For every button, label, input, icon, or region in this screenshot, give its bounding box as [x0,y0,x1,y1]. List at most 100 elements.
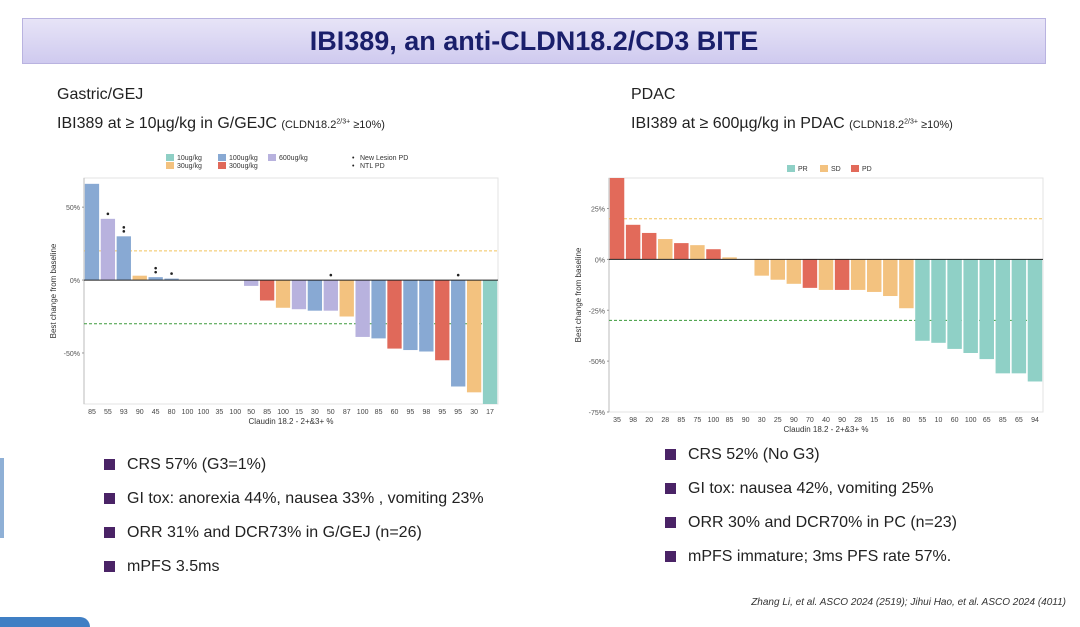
x-tick-label: 90 [136,409,144,416]
x-tick-label: 45 [152,409,160,416]
data-bar [754,259,769,276]
slide-title: IBI389, an anti-CLDN18.2/CD3 BITE [309,25,759,56]
data-bar [674,243,689,260]
right-bullet-list: CRS 52% (No G3) GI tox: nausea 42%, vomi… [665,445,957,581]
x-tick-label: 80 [168,409,176,416]
x-tick-label: 98 [629,417,637,424]
y-axis-label: Best change from baseline [574,247,583,342]
x-tick-label: 80 [902,417,910,424]
data-bar [291,280,307,310]
legend-swatch [166,154,174,161]
x-tick-label: 35 [613,417,621,424]
data-bar [883,259,898,297]
x-tick-label: 95 [407,409,415,416]
x-tick-label: 28 [854,417,862,424]
x-tick-label: 10 [935,417,943,424]
lesion-marker [106,212,110,216]
legend-label: 30ug/kg [177,163,202,170]
data-bar [641,232,657,260]
bullet-square-icon [665,483,676,494]
legend-swatch [166,162,174,169]
lesion-marker [329,273,333,277]
x-tick-label: 70 [806,417,814,424]
y-tick-label: 50% [66,205,80,212]
data-bar [482,280,498,404]
x-tick-label: 25 [774,417,782,424]
y-tick-label: 0% [70,278,80,285]
right-bullet-item: GI tox: nausea 42%, vomiting 25% [665,479,957,513]
x-tick-label: 94 [1031,417,1039,424]
right-panel-heading: PDAC [631,86,676,103]
data-bar [979,259,994,360]
data-bar [866,259,882,292]
x-tick-label: 65 [1015,417,1023,424]
y-tick-label: -75% [589,410,605,417]
slide-title-bar: IBI389, an anti-CLDN18.2/CD3 BITE [22,18,1046,64]
left-bullet-list: CRS 57% (G3=1%) GI tox: anorexia 44%, na… [104,455,484,591]
legend-marker-label: NTL PD [360,163,385,170]
bullet-square-icon [665,517,676,528]
x-tick-label: 87 [343,409,351,416]
legend-label: SD [831,166,841,173]
data-bar [275,280,291,308]
data-bar [658,239,673,260]
data-bar [931,259,946,343]
data-bar [770,259,786,280]
right-bullet-item: ORR 30% and DCR70% in PC (n=23) [665,513,957,547]
x-tick-label: 90 [790,417,798,424]
x-tick-label: 100 [708,417,720,424]
left-bullet-item: mPFS 3.5ms [104,557,484,591]
data-bar [371,280,386,339]
data-bar [963,259,978,353]
bullet-square-icon [665,551,676,562]
x-axis-label: Claudin 18.2 - 2+&3+ % [249,417,334,426]
x-tick-label: 85 [726,417,734,424]
y-tick-label: -50% [64,351,80,358]
right-panel-subtitle: IBI389 at ≥ 600µg/kg in PDAC (CLDN18.22/… [631,115,953,133]
lesion-marker [154,270,157,274]
y-axis-label: Best change from baseline [49,243,58,338]
legend-swatch [820,165,828,172]
legend-swatch [851,165,859,172]
left-bullet-item: CRS 57% (G3=1%) [104,455,484,489]
left-bullet-item: GI tox: anorexia 44%, nausea 33% , vomit… [104,489,484,523]
legend-swatch [218,154,226,161]
data-bar [339,280,354,317]
x-tick-label: 20 [645,417,653,424]
x-tick-label: 30 [470,409,478,416]
left-panel-subtitle: IBI389 at ≥ 10µg/kg in G/GEJC (CLDN18.22… [57,115,385,133]
x-tick-label: 55 [919,417,927,424]
x-tick-label: 17 [486,409,494,416]
x-tick-label: 100 [229,409,241,416]
x-tick-label: 95 [438,409,446,416]
y-tick-label: 0% [595,257,605,264]
x-tick-label: 15 [870,417,878,424]
legend-label: PD [862,166,872,173]
x-tick-label: 85 [263,409,271,416]
data-bar [244,280,259,286]
x-tick-label: 90 [742,417,750,424]
x-tick-label: 85 [88,409,96,416]
data-bar [1011,259,1027,374]
decorative-edge [0,458,4,538]
decorative-corner [0,617,90,627]
legend-label: 10ug/kg [177,155,202,162]
y-tick-label: -50% [589,359,605,366]
y-tick-label: -25% [589,308,605,315]
x-tick-label: 98 [422,409,430,416]
x-tick-label: 15 [295,409,303,416]
x-tick-label: 85 [999,417,1007,424]
data-bar [132,275,147,281]
x-tick-label: 100 [277,409,289,416]
lesion-marker [122,230,126,233]
data-bar [116,236,131,281]
lesion-marker [122,226,126,229]
y-tick-label: 25% [591,207,605,214]
x-tick-label: 93 [120,409,128,416]
data-bar [690,245,705,260]
data-bar [899,259,914,309]
data-bar [148,277,163,281]
x-tick-label: 100 [182,409,194,416]
legend-marker-symbol: • [352,155,355,162]
x-tick-label: 85 [375,409,383,416]
